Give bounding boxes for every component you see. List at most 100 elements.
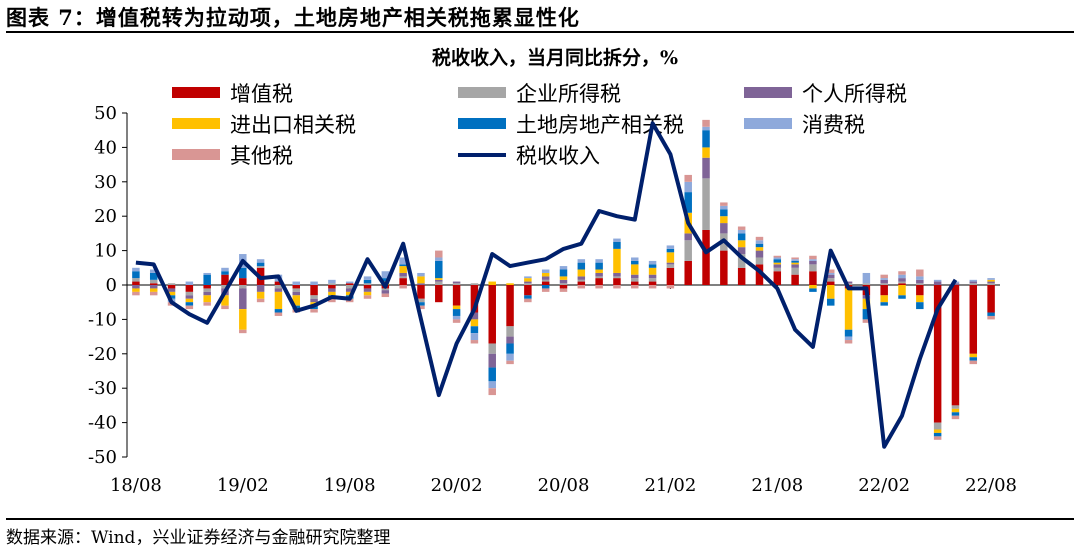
- bar-segment: [933, 436, 942, 440]
- x-tick-label: 20/08: [538, 475, 590, 496]
- bar-segment: [720, 205, 728, 210]
- bar-segment: [363, 285, 372, 289]
- bar-segment: [203, 288, 211, 292]
- bar-segment: [880, 274, 888, 279]
- bar-segment: [755, 247, 764, 251]
- x-tick-label: 19/02: [217, 475, 269, 496]
- bar-segment: [435, 260, 443, 279]
- bar-segment: [577, 259, 586, 263]
- bar-segment: [417, 272, 425, 277]
- bar-segment: [862, 283, 871, 285]
- bar-segment: [595, 262, 603, 270]
- y-tick-label: 40: [94, 137, 117, 158]
- bar-segment: [363, 283, 372, 285]
- bar-segment: [221, 271, 229, 275]
- bar-segment: [702, 130, 710, 148]
- bar-segment: [737, 267, 746, 285]
- bar-segment: [256, 298, 265, 303]
- bar-segment: [524, 283, 532, 285]
- bar-segment: [684, 233, 692, 241]
- bar-segment: [399, 257, 407, 265]
- bar-segment: [648, 278, 657, 282]
- bar-segment: [470, 312, 479, 320]
- bar-segment: [524, 295, 532, 299]
- bar-segment: [951, 412, 960, 416]
- bar-segment: [506, 283, 514, 285]
- bar-segment: [827, 281, 835, 285]
- bar-segment: [256, 266, 265, 268]
- bar-segment: [470, 333, 479, 341]
- bar-segment: [559, 279, 568, 284]
- bar-segment: [203, 285, 211, 289]
- bar-segment: [648, 274, 657, 279]
- bar-segment: [417, 305, 425, 310]
- bar-segment: [541, 281, 550, 285]
- bar-segment: [702, 147, 710, 158]
- bar-segment: [399, 266, 407, 273]
- bar-segment: [167, 291, 176, 296]
- bar-segment: [435, 279, 443, 282]
- bar-segment: [613, 242, 621, 249]
- bar-segment: [132, 288, 140, 292]
- bar-segment: [844, 340, 853, 344]
- bar-segment: [506, 336, 514, 344]
- bar-segment: [631, 278, 639, 282]
- bar-segment: [951, 405, 960, 409]
- bar-segment: [898, 283, 906, 285]
- bar-segment: [559, 285, 568, 289]
- bar-segment: [613, 285, 621, 289]
- legend-label: 个人所得税: [802, 82, 907, 106]
- bar-segment: [791, 274, 799, 285]
- bar-segment: [559, 266, 568, 270]
- bar-segment: [648, 281, 657, 285]
- bar-segment: [916, 285, 924, 296]
- bar-segment: [399, 264, 407, 267]
- bar-segment: [185, 291, 194, 296]
- bar-segment: [488, 381, 496, 389]
- bar-segment: [827, 269, 835, 273]
- bar-segment: [470, 340, 479, 344]
- bar-segment: [631, 257, 639, 261]
- bar-segment: [239, 267, 247, 279]
- bar-segment: [506, 353, 514, 361]
- bar-segment: [452, 285, 461, 306]
- bar-segment: [381, 271, 390, 279]
- bar-segment: [149, 283, 158, 285]
- bar-segment: [470, 285, 479, 313]
- y-tick-label: -10: [88, 309, 117, 330]
- bar-segment: [524, 278, 532, 282]
- bar-segment: [435, 278, 443, 280]
- bar-segment: [488, 285, 496, 344]
- bar-segment: [132, 271, 140, 279]
- bar-segment: [916, 295, 924, 303]
- bar-segment: [345, 285, 354, 289]
- bar-segment: [684, 174, 692, 182]
- y-tick-label: -30: [88, 378, 117, 399]
- bar-segment: [613, 278, 621, 285]
- bar-segment: [452, 309, 461, 316]
- bar-segment: [755, 236, 764, 241]
- source-note: 数据来源：Wind，兴业证券经济与金融研究院整理: [6, 528, 391, 548]
- bar-segment: [328, 279, 336, 284]
- x-tick-label: 20/02: [431, 475, 483, 496]
- bar-segment: [898, 274, 906, 279]
- bar-segment: [363, 279, 372, 284]
- bar-segment: [149, 279, 158, 284]
- bar-segment: [149, 291, 158, 296]
- bar-segment: [167, 283, 176, 285]
- bar-segment: [435, 250, 443, 258]
- bar-segment: [559, 269, 568, 277]
- bar-segment: [773, 271, 782, 285]
- bar-segment: [737, 229, 746, 234]
- legend-label: 消费税: [802, 113, 865, 137]
- bar-segment: [488, 388, 496, 396]
- bar-segment: [417, 276, 425, 284]
- bar-segment: [933, 429, 942, 433]
- legend-label: 其他税: [230, 144, 293, 168]
- bar-segment: [132, 285, 140, 289]
- legend-swatch: [172, 118, 220, 129]
- bar-segment: [399, 276, 407, 279]
- bar-segment: [951, 415, 960, 420]
- bar-segment: [916, 279, 924, 284]
- bar-segment: [239, 309, 247, 330]
